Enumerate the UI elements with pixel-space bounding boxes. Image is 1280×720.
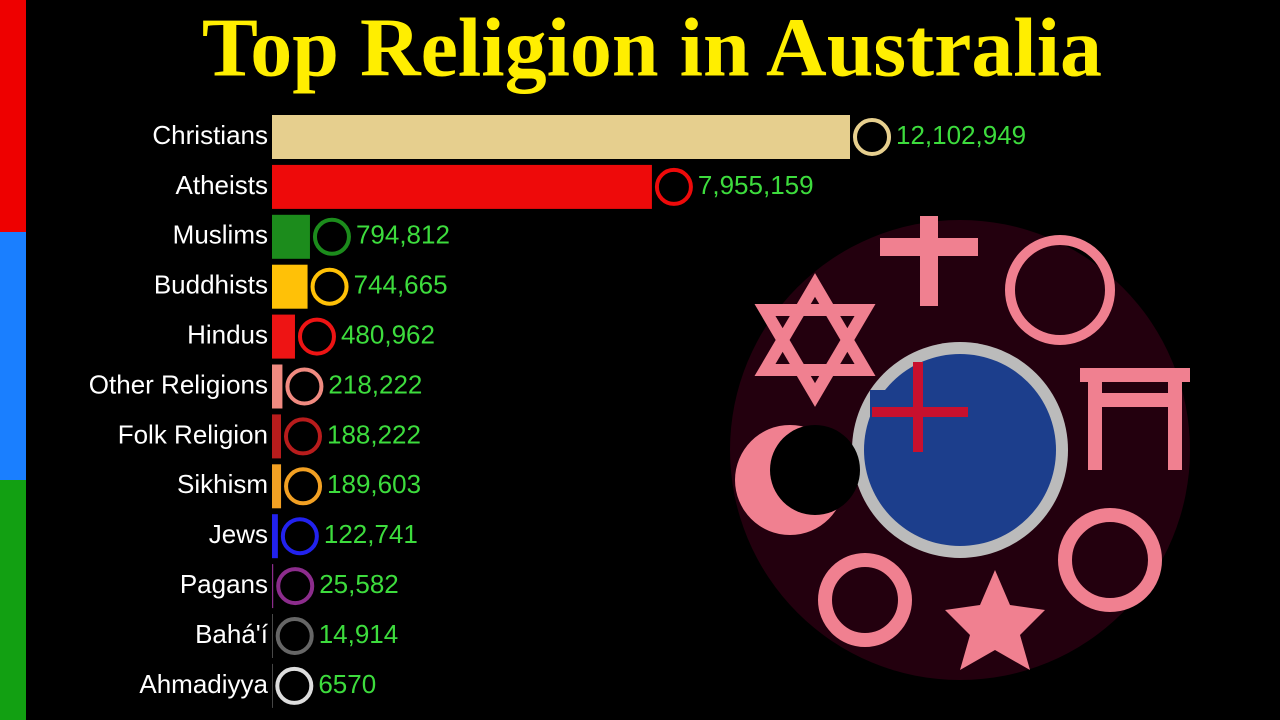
value-label: 218,222 — [328, 369, 422, 399]
value-label: 14,914 — [319, 619, 399, 649]
bahai-star — [945, 570, 1045, 670]
icon — [297, 317, 336, 356]
category-label: Jews — [209, 519, 268, 549]
icon — [285, 367, 324, 406]
chart-title: Top Religion in Australia — [202, 1, 1102, 94]
crescent-cut — [770, 425, 860, 515]
icon — [276, 567, 315, 606]
bar — [272, 264, 308, 309]
star — [754, 273, 876, 407]
category-label: Ahmadiyya — [139, 669, 268, 699]
bar — [272, 514, 278, 559]
stripe — [0, 232, 26, 480]
value-label: 794,812 — [356, 220, 450, 250]
bar — [272, 364, 283, 409]
bar — [272, 614, 273, 658]
value-label: 7,955,159 — [698, 170, 814, 200]
icon — [284, 467, 323, 506]
value-label: 744,665 — [354, 270, 448, 300]
icon — [275, 666, 314, 705]
flag-cross — [872, 362, 968, 452]
category-label: Pagans — [180, 569, 268, 599]
decoration — [730, 216, 1190, 680]
bar — [272, 314, 295, 359]
value-label: 25,582 — [319, 569, 399, 599]
value-label: 188,222 — [327, 419, 421, 449]
om — [1058, 508, 1162, 612]
category-label: Bahá'í — [195, 619, 269, 649]
icon — [853, 118, 891, 156]
category-label: Buddhists — [154, 270, 268, 300]
bar — [272, 115, 850, 159]
value-label: 6570 — [318, 669, 376, 699]
wheel — [1005, 235, 1115, 345]
icon — [654, 167, 693, 206]
stripe — [0, 0, 26, 232]
khanda — [818, 553, 912, 647]
category-label: Muslims — [173, 220, 268, 250]
category-label: Other Religions — [89, 369, 268, 399]
bar — [272, 214, 310, 259]
value-label: 122,741 — [324, 519, 418, 549]
icon — [312, 217, 351, 256]
cross — [880, 238, 978, 256]
icon — [283, 417, 322, 456]
category-label: Christians — [152, 120, 268, 150]
icon — [310, 267, 349, 306]
icon — [280, 517, 319, 556]
category-label: Hindus — [187, 319, 268, 349]
torii — [1080, 368, 1190, 470]
category-label: Atheists — [176, 170, 269, 200]
cross — [920, 216, 938, 306]
value-label: 189,603 — [327, 469, 421, 499]
value-label: 480,962 — [341, 319, 435, 349]
category-label: Sikhism — [177, 469, 268, 499]
bar — [272, 564, 274, 609]
bar — [272, 164, 652, 209]
icon — [275, 617, 314, 655]
bar — [272, 414, 281, 459]
value-label: 12,102,949 — [896, 120, 1026, 150]
stripe — [0, 480, 26, 720]
bar — [272, 464, 282, 509]
category-label: Folk Religion — [118, 419, 268, 449]
